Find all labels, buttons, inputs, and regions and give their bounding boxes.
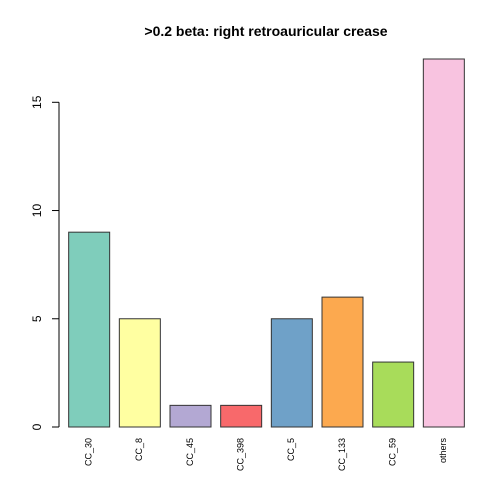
category-label: CC_398 (236, 438, 246, 471)
bar-CC_398 (220, 404, 263, 428)
bar-CC_5 (270, 318, 313, 428)
bar-CC_59 (372, 361, 415, 428)
bar-CC_30 (68, 231, 111, 428)
y-axis-ticks: 0 5 10 15 (30, 95, 59, 430)
category-label: CC_5 (286, 438, 296, 461)
category-label: CC_45 (185, 438, 195, 466)
bar-CC_45 (169, 404, 212, 428)
category-label: CC_59 (388, 438, 398, 466)
bar-CC_133 (321, 296, 364, 428)
bars (68, 58, 465, 428)
bar-CC_8 (118, 318, 161, 428)
category-label: CC_30 (84, 438, 94, 466)
y-tick-label: 15 (30, 95, 44, 109)
x-axis-labels: CC_30 CC_8 CC_45 CC_398 CC_5 CC_133 CC_59 other… (84, 438, 449, 472)
y-tick-label: 10 (30, 204, 44, 218)
y-tick-label: 0 (30, 423, 44, 430)
chart-title: >0.2 beta: right retroauricular crease (144, 23, 387, 39)
y-tick-label: 5 (30, 315, 44, 322)
category-label: others (438, 438, 448, 464)
category-label: CC_133 (337, 438, 347, 471)
category-label: CC_8 (134, 438, 144, 461)
bar-others (422, 58, 465, 428)
